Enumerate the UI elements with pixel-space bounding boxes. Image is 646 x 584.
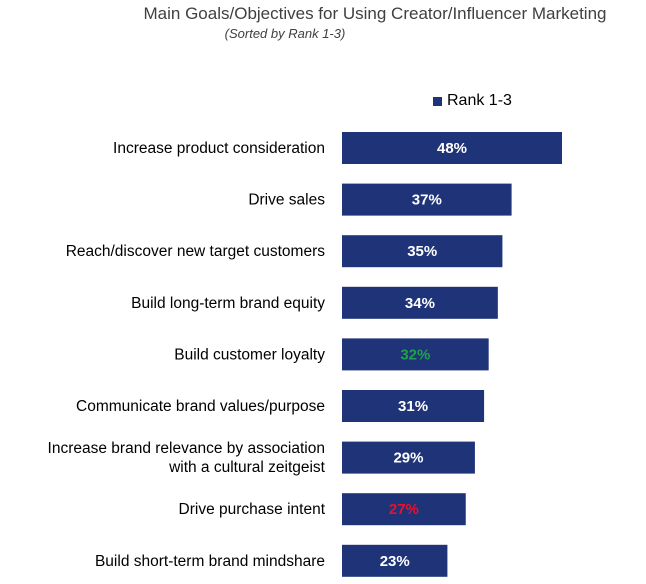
category-label: with a cultural zeitgeist <box>168 459 326 476</box>
data-label: 37% <box>412 192 442 209</box>
chart-subtitle: (Sorted by Rank 1-3) <box>224 26 346 41</box>
bar <box>342 544 448 577</box>
category-label: Reach/discover new target customers <box>66 243 326 260</box>
data-label: 32% <box>400 346 430 363</box>
data-label: 23% <box>380 553 410 570</box>
chart-title: Main Goals/Objectives for Using Creator/… <box>143 4 607 23</box>
data-label: 31% <box>398 398 428 415</box>
legend-label: Rank 1-3 <box>447 92 512 109</box>
category-label: Drive purchase intent <box>179 501 326 518</box>
data-label: 29% <box>393 450 423 467</box>
bar <box>342 286 498 319</box>
category-label: Build customer loyalty <box>174 346 325 363</box>
data-label: 34% <box>405 295 435 312</box>
bar <box>342 493 466 526</box>
category-label: Increase brand relevance by association <box>48 440 325 457</box>
legend-swatch <box>433 96 442 106</box>
chart-legend: Rank 1-3 <box>433 92 512 110</box>
bar <box>342 390 485 422</box>
bar <box>342 338 489 371</box>
category-label: Communicate brand values/purpose <box>76 398 325 415</box>
category-label: Build long-term brand equity <box>131 295 325 312</box>
category-label: Increase product consideration <box>113 140 325 157</box>
data-label: 27% <box>389 501 419 518</box>
bar <box>342 183 512 216</box>
category-label: Build short-term brand mindshare <box>95 553 325 570</box>
data-label: 48% <box>437 140 467 157</box>
bar <box>342 441 475 474</box>
data-label: 35% <box>407 243 437 260</box>
category-label: Drive sales <box>248 192 325 209</box>
bar <box>342 235 503 268</box>
bar <box>342 132 562 164</box>
